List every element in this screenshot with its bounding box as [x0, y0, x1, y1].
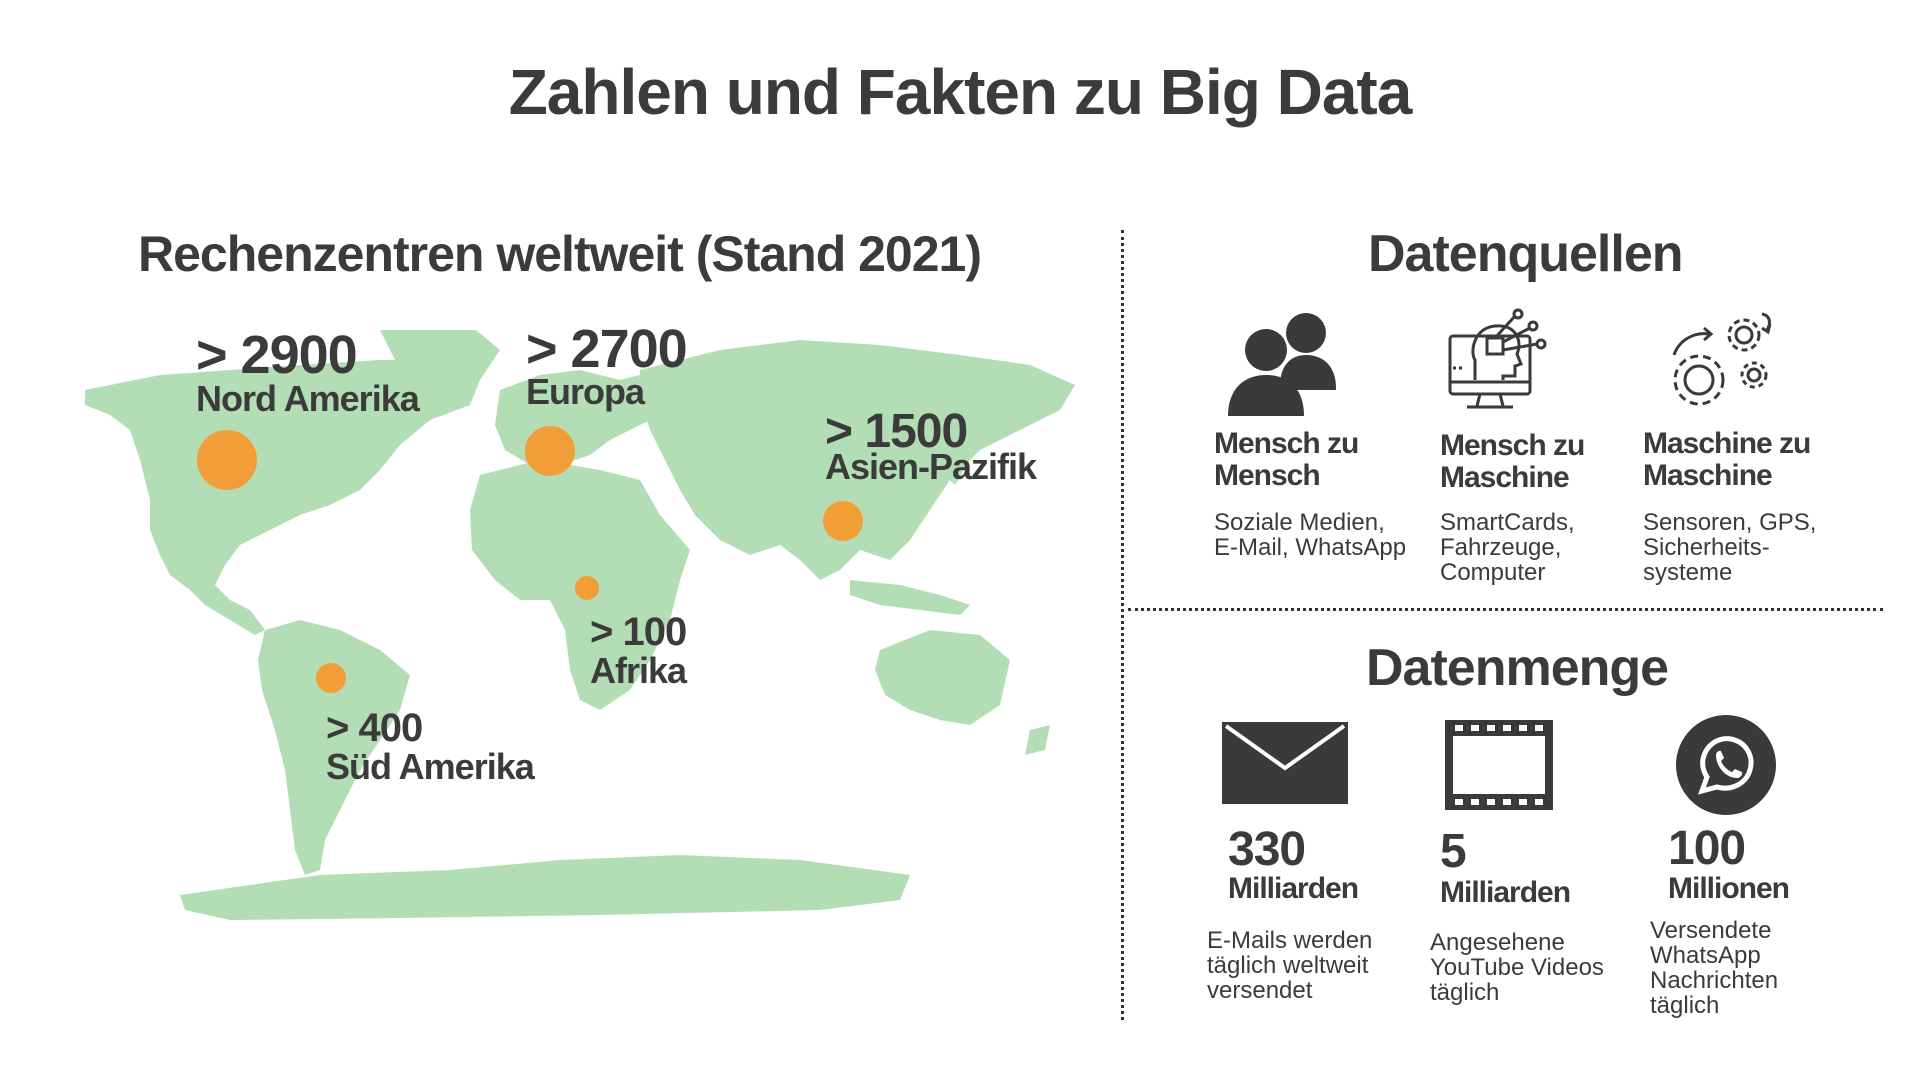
map-title: Rechenzentren weltweit (Stand 2021)	[138, 226, 982, 282]
amount-number-3: 100	[1668, 822, 1746, 875]
amount-desc-3: Versendete WhatsApp Nachrichten täglich	[1650, 917, 1779, 1019]
source-title-3: Maschine zu Maschine	[1643, 427, 1811, 492]
source-desc-1: Soziale Medien, E-Mail, WhatsApp	[1214, 509, 1407, 561]
dc-region-sued-amerika: Süd Amerika	[326, 746, 535, 787]
amount-unit-1: Milliarden	[1228, 872, 1359, 905]
dc-value-europa: > 2700	[526, 319, 688, 379]
envelope-icon	[1222, 722, 1348, 804]
dc-region-asien-pazifik: Asien-Pazifik	[825, 446, 1037, 487]
australia-shape	[875, 630, 1010, 725]
source-desc-3: Sensoren, GPS, Sicherheits-systeme	[1643, 509, 1817, 586]
amount-desc-1: E-Mails werden täglich weltweit versende…	[1207, 927, 1373, 1004]
amount-title: Datenmenge	[1366, 639, 1669, 697]
film-icon	[1445, 720, 1553, 810]
ai-computer-icon	[1448, 308, 1547, 409]
dc-region-europa: Europa	[526, 371, 645, 412]
amount-number-1: 330	[1228, 823, 1306, 876]
world-map	[85, 330, 1075, 920]
amount-unit-3: Millionen	[1668, 872, 1790, 905]
greenland-shape	[380, 330, 500, 390]
marker-sued-amerika	[316, 663, 346, 693]
marker-europa	[525, 426, 575, 476]
dc-value-nord-amerika: > 2900	[196, 325, 358, 385]
dc-value-asien-pazifik: > 1500	[825, 405, 968, 458]
dc-region-afrika: Afrika	[590, 650, 687, 691]
gears-icon	[1672, 312, 1772, 406]
whatsapp-icon	[1676, 715, 1776, 815]
amount-desc-2: Angesehene YouTube Videos täglich	[1430, 929, 1604, 1006]
marker-asien-pazifik	[823, 501, 863, 541]
page-title: Zahlen und Fakten zu Big Data	[508, 56, 1413, 128]
indonesia-shape	[850, 580, 970, 615]
source-title-2: Mensch zu Maschine	[1440, 429, 1585, 494]
dc-value-afrika: > 100	[590, 610, 687, 654]
source-title-1: Mensch zu Mensch	[1214, 427, 1359, 492]
amount-number-2: 5	[1440, 825, 1467, 878]
dc-value-sued-amerika: > 400	[326, 706, 423, 750]
new-zealand-shape	[1025, 725, 1050, 755]
north-america-shape	[85, 360, 480, 635]
antarctica-shape	[180, 855, 910, 920]
sources-title: Datenquellen	[1368, 225, 1683, 283]
people-icon	[1228, 313, 1336, 416]
horizontal-divider	[1128, 608, 1883, 611]
dc-region-nord-amerika: Nord Amerika	[196, 378, 420, 419]
vertical-divider	[1121, 230, 1124, 1020]
amount-unit-2: Milliarden	[1440, 876, 1571, 909]
japan-shape	[945, 440, 970, 485]
marker-nord-amerika	[197, 430, 257, 490]
south-america-shape	[258, 620, 410, 875]
asia-shape	[640, 340, 1075, 580]
source-desc-2: SmartCards, Fahrzeuge, Computer	[1440, 509, 1575, 586]
markers	[197, 426, 863, 693]
marker-afrika	[575, 576, 599, 600]
